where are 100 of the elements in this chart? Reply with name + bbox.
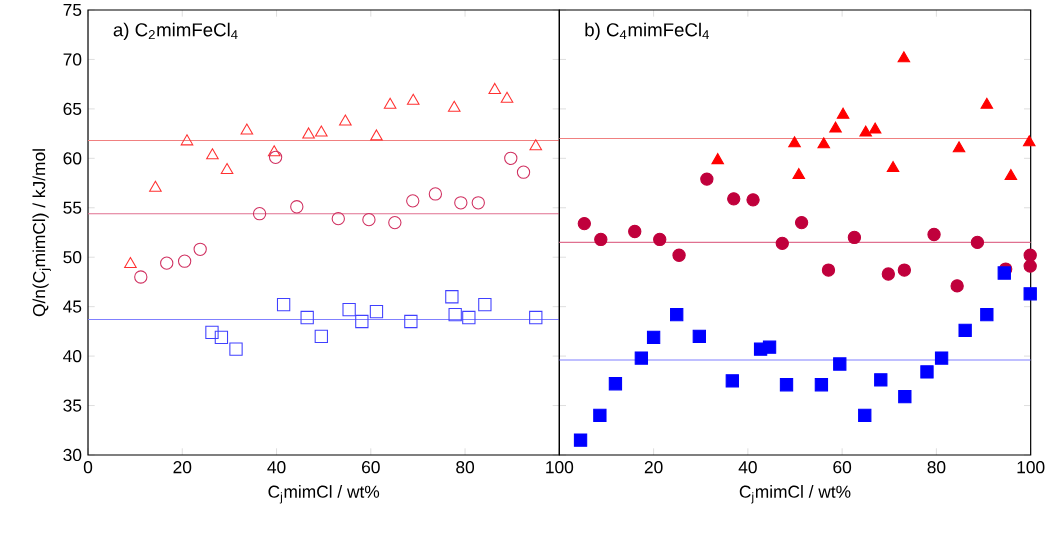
point <box>711 153 725 165</box>
point <box>362 212 376 227</box>
point <box>315 125 328 137</box>
x-tick-label: 100 <box>546 461 574 474</box>
y-tick-label: 70 <box>63 53 82 66</box>
point <box>897 51 911 63</box>
point <box>958 323 972 338</box>
point <box>920 365 934 379</box>
point <box>290 200 304 214</box>
point <box>646 330 661 344</box>
point <box>124 256 137 269</box>
point <box>927 227 941 242</box>
point <box>300 310 314 325</box>
point <box>594 232 608 247</box>
x-axis-title: C$_{j}$mimCl / wt% <box>739 485 851 504</box>
point <box>516 165 531 179</box>
x-tick-label: 60 <box>362 461 380 474</box>
point <box>779 378 794 392</box>
point <box>874 373 888 387</box>
point <box>370 129 383 141</box>
point <box>573 433 588 447</box>
point <box>859 125 873 137</box>
point <box>488 82 502 94</box>
point <box>478 298 492 312</box>
point <box>462 310 476 325</box>
point <box>762 340 777 354</box>
point <box>1023 259 1037 273</box>
point <box>314 329 328 343</box>
y-tick-label: 60 <box>63 152 82 165</box>
y-tick-label: 40 <box>63 349 82 363</box>
point <box>252 207 267 221</box>
point <box>369 304 384 319</box>
point <box>447 100 461 112</box>
y-axis-title: Q/n(C$_{j}$mimCl) / kJ/mol <box>32 149 51 317</box>
y-tick-label: 30 <box>63 448 82 462</box>
point <box>727 192 741 206</box>
point <box>970 235 985 250</box>
point <box>868 122 882 134</box>
y-tick-label: 35 <box>63 399 82 412</box>
point <box>500 91 514 103</box>
x-tick-label: 0 <box>83 461 93 474</box>
point <box>997 266 1011 280</box>
point <box>833 357 847 371</box>
point <box>383 97 397 109</box>
x-tick-label: 60 <box>833 461 852 474</box>
point <box>220 162 234 175</box>
x-tick-label: 80 <box>456 461 475 474</box>
point <box>267 145 281 157</box>
point <box>934 351 949 365</box>
point <box>821 263 836 277</box>
point <box>229 342 243 356</box>
point <box>149 180 162 192</box>
text: a) C$_{2}$mimFeCl$_{4}$ <box>113 22 238 41</box>
point <box>404 314 418 329</box>
point <box>177 254 192 268</box>
point <box>504 151 518 165</box>
point <box>406 194 420 208</box>
point <box>672 248 686 262</box>
point <box>817 137 831 149</box>
point <box>670 307 684 322</box>
y-tick-label: 75 <box>63 3 82 17</box>
point <box>792 167 806 180</box>
point <box>692 329 706 343</box>
point <box>628 224 642 239</box>
point <box>206 148 219 160</box>
point <box>814 378 829 392</box>
point <box>529 310 543 325</box>
text: b) C$_{4}$mimFeCl$_{4}$ <box>585 22 709 41</box>
y-tick-label: 50 <box>63 251 82 264</box>
point <box>454 196 468 210</box>
point <box>950 279 964 293</box>
y-tick-label: 65 <box>63 102 82 116</box>
point <box>980 307 994 322</box>
point <box>794 215 809 230</box>
point <box>445 290 459 304</box>
point <box>847 230 862 245</box>
point <box>608 377 623 391</box>
point <box>448 307 462 322</box>
point <box>700 172 714 186</box>
point <box>180 134 194 146</box>
point <box>342 302 356 317</box>
point <box>881 267 895 281</box>
point <box>205 325 219 340</box>
point <box>193 242 207 256</box>
x-tick-label: 40 <box>267 461 286 474</box>
point <box>331 211 345 226</box>
x-tick-label: 100 <box>1017 461 1045 474</box>
point <box>1023 248 1037 262</box>
point <box>268 150 283 165</box>
point <box>775 236 789 251</box>
point <box>577 216 591 231</box>
point <box>653 232 667 247</box>
point <box>339 114 352 126</box>
point <box>980 97 994 109</box>
point <box>788 136 801 148</box>
point <box>1004 168 1018 180</box>
point <box>276 298 291 312</box>
point <box>634 351 649 365</box>
point <box>593 408 607 423</box>
point <box>406 93 420 105</box>
